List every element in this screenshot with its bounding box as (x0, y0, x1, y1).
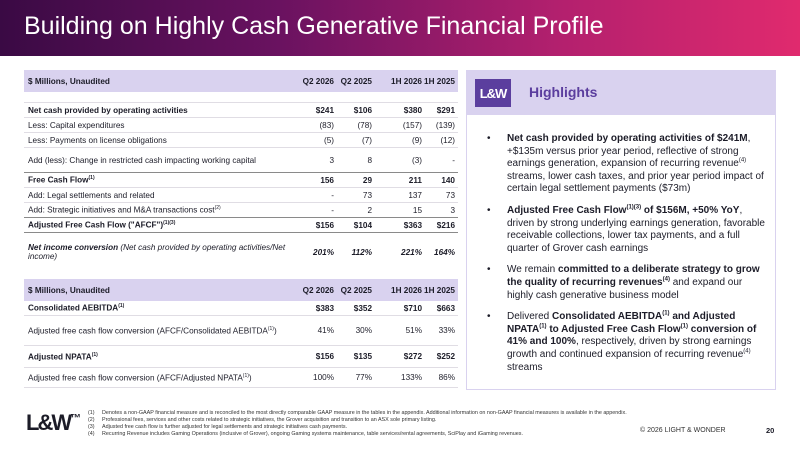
table-header: $ Millions, Unaudited Q2 2026 Q2 2025 1H… (24, 279, 458, 301)
highlights-header: L&W Highlights (467, 71, 775, 115)
table-row: Net cash provided by operating activitie… (24, 103, 458, 118)
table-header: $ Millions, Unaudited Q2 2026 Q2 2025 1H… (24, 70, 458, 92)
footer-logo: L&W™ (26, 410, 82, 435)
table-row: Add (less): Change in restricted cash im… (24, 148, 458, 173)
table-row: Free Cash Flow(1) 156 29 211 140 (24, 173, 458, 188)
list-item: Delivered Consolidated AEBITDA(1) and Ad… (481, 311, 767, 374)
table-row: Consolidated AEBITDA(1) $383 $352 $710 $… (24, 301, 458, 316)
table-row: Add: Strategic initiatives and M&A trans… (24, 203, 458, 218)
title-bar: Building on Highly Cash Generative Finan… (0, 0, 800, 56)
table-row: Adjusted Free Cash Flow ("AFCF")(1)(3) $… (24, 218, 458, 233)
highlights-list: Net cash provided by operating activitie… (481, 133, 767, 383)
table-row: Net income conversion (Net cash provided… (28, 243, 455, 261)
footnote: (4) Recurring Revenue includes Gaming Ope… (88, 431, 523, 437)
highlights-panel: L&W Highlights Net cash provided by oper… (466, 70, 776, 390)
cash-flow-table: $ Millions, Unaudited Q2 2026 Q2 2025 1H… (24, 70, 458, 388)
footnotes: (1) Denotes a non-GAAP financial measure … (88, 410, 668, 438)
footnote: (3) Adjusted free cash flow is further ad… (88, 424, 348, 430)
lw-logo: L&W (475, 79, 511, 107)
footnote: (2) Professional fees, services and other… (88, 417, 437, 423)
table-row: Less: Capital expenditures (83) (78) (15… (24, 118, 458, 133)
table-row: Adjusted NPATA(1) $156 $135 $272 $252 (24, 346, 458, 368)
highlights-title: Highlights (529, 84, 598, 100)
table-row: Adjusted free cash flow conversion (AFCF… (24, 316, 458, 346)
copyright: © 2026 LIGHT & WONDER (640, 427, 726, 434)
list-item: We remain committed to a deliberate stra… (481, 264, 767, 302)
list-item: Net cash provided by operating activitie… (481, 133, 767, 196)
table-row: Less: Payments on license obligations (5… (24, 133, 458, 148)
page-number: 20 (766, 426, 775, 435)
table-row: Adjusted free cash flow conversion (AFCF… (24, 368, 458, 388)
table-row: Add: Legal settlements and related - 73 … (24, 188, 458, 203)
page-title: Building on Highly Cash Generative Finan… (24, 12, 604, 40)
footnote: (1) Denotes a non-GAAP financial measure … (88, 410, 627, 416)
list-item: Adjusted Free Cash Flow(1)(3) of $156M, … (481, 205, 767, 255)
